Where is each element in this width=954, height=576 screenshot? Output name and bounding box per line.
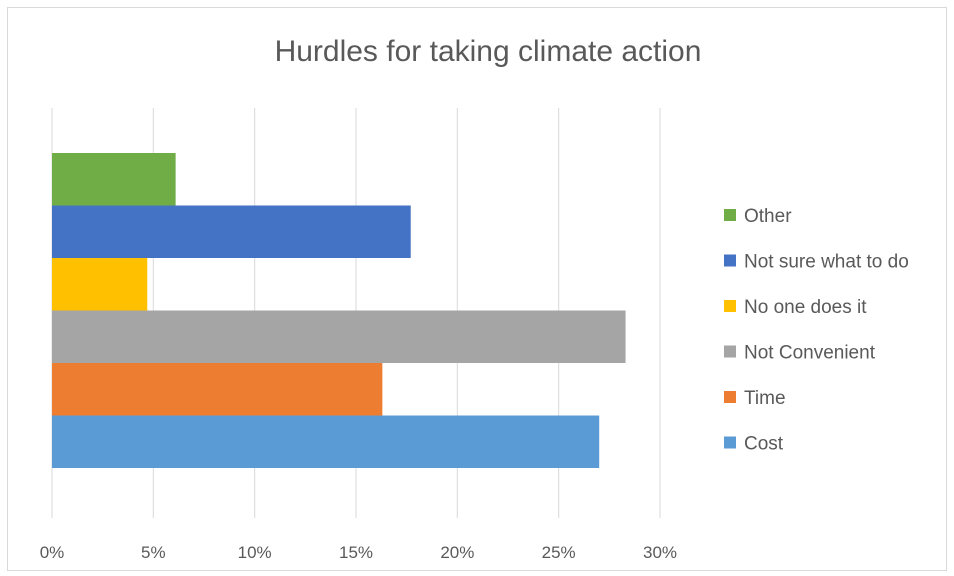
bar-no-one-does-it	[52, 258, 148, 311]
chart-title: Hurdles for taking climate action	[275, 35, 702, 68]
x-tick-label: 5%	[141, 543, 166, 562]
legend-label: No one does it	[744, 297, 867, 318]
legend-label: Time	[744, 388, 786, 409]
x-tick-label: 20%	[440, 543, 474, 562]
legend: Other Not sure what to do No one does it No…	[724, 206, 909, 455]
chart-svg: Hurdles for taking climate action 0% 5% 10…	[40, 35, 909, 562]
bars	[52, 153, 626, 468]
chart-area: Hurdles for taking climate action 0% 5% 10…	[7, 7, 947, 571]
legend-swatch	[724, 391, 736, 403]
x-tick-label: 25%	[542, 543, 576, 562]
bar-cost	[52, 415, 600, 468]
x-tick-label: 10%	[238, 543, 272, 562]
legend-label: Other	[744, 206, 792, 227]
legend-label: Not Convenient	[744, 343, 876, 364]
legend-swatch	[724, 345, 736, 358]
bar-time	[52, 363, 383, 416]
x-axis-ticks: 0% 5% 10% 15% 20% 25% 30%	[40, 543, 677, 562]
bar-not-convenient	[52, 310, 626, 363]
x-tick-label: 15%	[339, 543, 373, 562]
legend-swatch	[724, 300, 736, 312]
legend-label: Not sure what to do	[744, 252, 909, 273]
bar-other	[52, 153, 176, 206]
x-tick-label: 30%	[643, 543, 677, 562]
bar-not-sure-what-to-do	[52, 205, 411, 258]
legend-label: Cost	[744, 434, 784, 455]
legend-swatch	[724, 436, 736, 449]
x-tick-label: 0%	[40, 543, 65, 562]
legend-swatch	[724, 254, 736, 267]
legend-swatch	[724, 209, 736, 221]
